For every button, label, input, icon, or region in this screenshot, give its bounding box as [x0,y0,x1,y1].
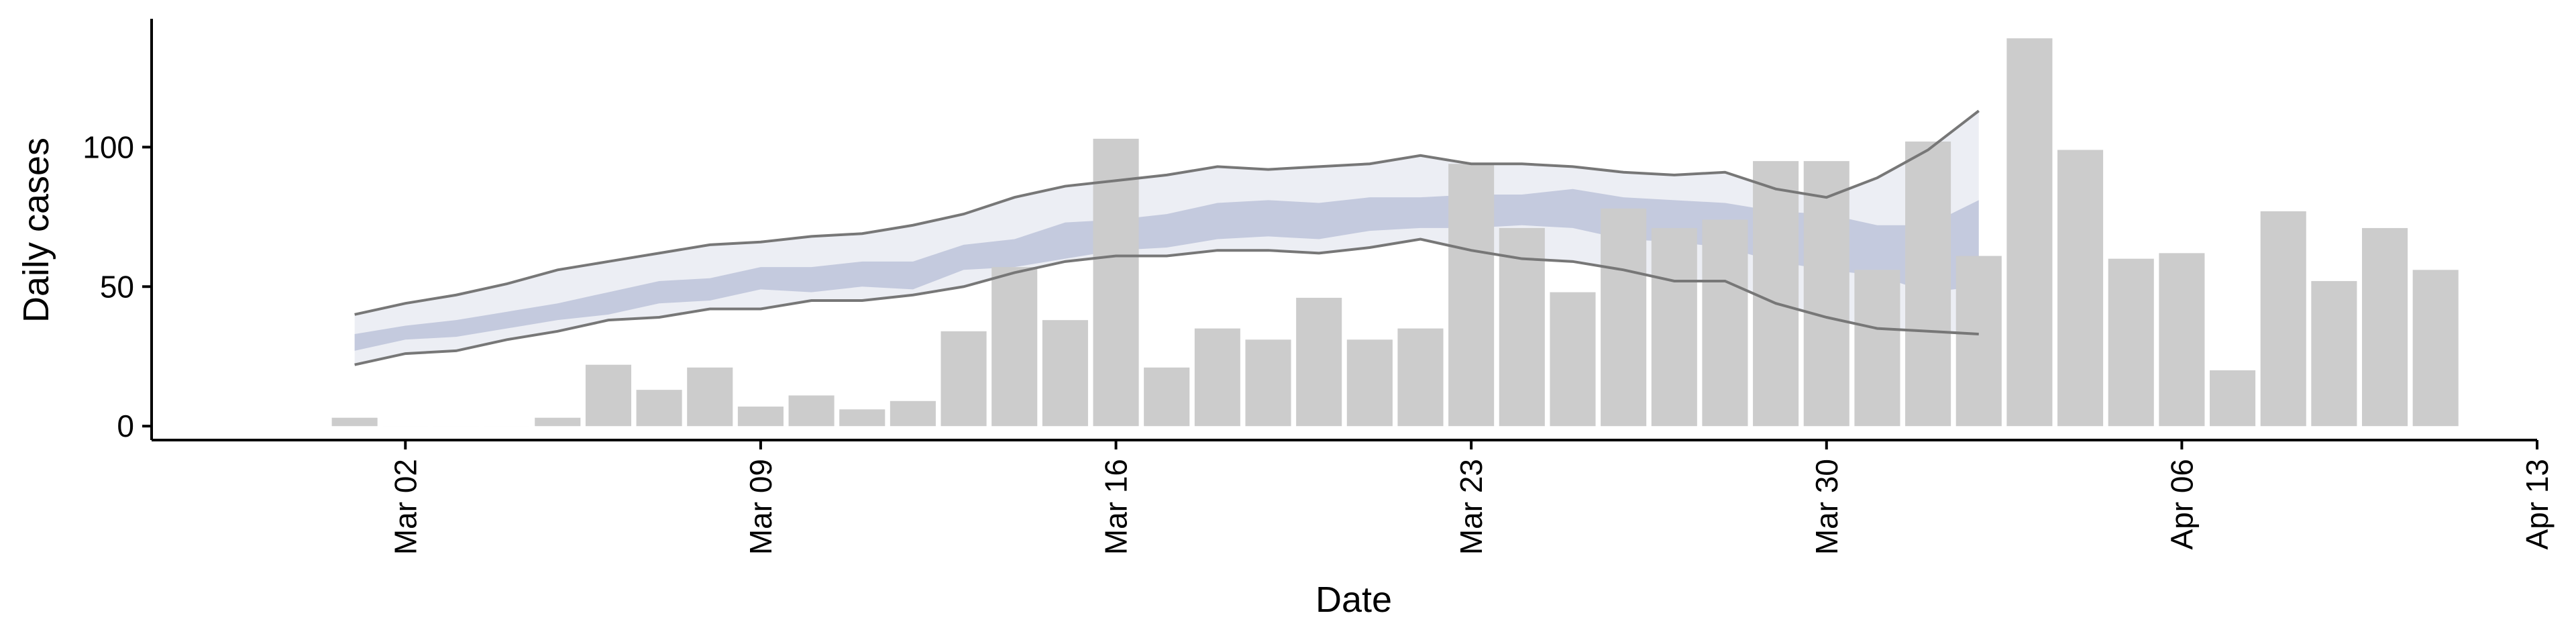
band-upper-edge [354,109,1980,316]
bar-2020-03-11 [839,409,885,427]
bar-2020-03-09 [737,407,784,427]
band-lower-edge [354,237,1979,366]
bar-2020-03-23 [1448,164,1495,427]
bar-2020-04-10 [2361,227,2408,427]
axes: 0 50 100 Mar 02 Mar 09 Mar 16 Mar 23 Mar 30 Apr … [83,19,2555,555]
bar-2020-04-03 [2006,38,2053,427]
bar-2020-03-18 [1194,328,1240,427]
band-edges [354,109,1980,366]
bar-2020-03-31 [1854,270,1900,427]
bar-2020-04-02 [1955,256,2002,427]
bar-2020-03-21 [1346,339,1393,427]
bar-2020-03-13 [941,331,987,427]
bar-2020-03-25 [1550,292,1596,427]
y-axis-label: Daily cases [16,138,56,323]
bar-2020-04-06 [2159,253,2205,427]
bar-2020-03-16 [1093,138,1139,427]
bars [331,38,2459,427]
bar-2020-03-29 [1753,161,1799,427]
bar-2020-04-08 [2260,211,2306,427]
bar-2020-04-01 [1905,141,1951,427]
bar-2020-04-11 [2412,270,2459,427]
bar-2020-03-26 [1601,208,1647,427]
bar-2020-03-12 [890,400,936,427]
x-tick-label-2020-03-02: Mar 02 [388,459,423,555]
bar-2020-03-15 [1042,320,1088,427]
bar-2020-03-01 [331,417,378,427]
bar-2020-03-30 [1803,161,1849,427]
x-tick-label-2020-03-16: Mar 16 [1099,459,1134,555]
inner-prediction-band [354,189,1979,351]
bar-2020-03-17 [1144,367,1190,427]
bar-2020-03-27 [1651,227,1697,427]
bar-2020-04-05 [2108,258,2154,427]
bar-2020-04-04 [2057,150,2104,427]
y-tick-label-100: 100 [83,129,134,164]
bar-2020-03-22 [1397,328,1444,427]
x-tick-label-2020-03-23: Mar 23 [1454,459,1489,555]
x-tick-label-2020-04-06: Apr 06 [2164,459,2199,550]
x-tick-label-2020-03-30: Mar 30 [1809,459,1844,555]
bar-2020-03-14 [991,267,1038,427]
bar-2020-03-06 [585,364,631,427]
bar-2020-03-24 [1499,227,1545,427]
y-tick-label-50: 50 [100,269,134,304]
bar-2020-03-07 [636,390,682,427]
bar-2020-04-07 [2210,370,2256,427]
bar-2020-03-10 [788,395,835,427]
bar-2020-03-28 [1702,219,1748,427]
y-tick-label-0: 0 [117,409,134,443]
bar-2020-03-08 [687,367,733,427]
x-tick-label-2020-03-09: Mar 09 [743,459,778,555]
bar-2020-04-09 [2311,280,2357,427]
x-axis-label: Date [1316,580,1392,620]
bar-2020-03-20 [1296,297,1342,427]
bar-2020-03-05 [535,417,581,427]
x-tick-label-2020-04-13: Apr 13 [2520,459,2555,550]
bar-2020-03-19 [1245,339,1291,427]
prediction-bands [354,111,1979,365]
